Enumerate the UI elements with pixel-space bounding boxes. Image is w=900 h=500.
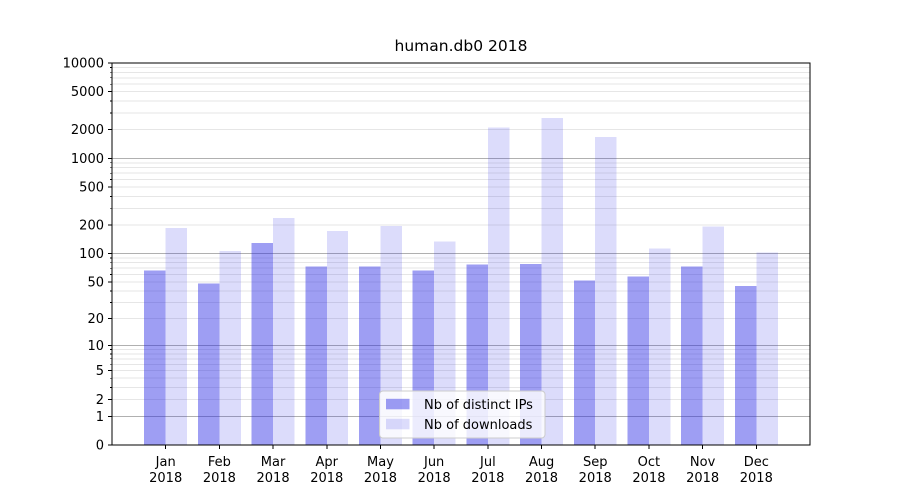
legend-swatch-downloads: [386, 418, 410, 430]
bars: [144, 118, 778, 446]
y-tick-label-1: 1: [96, 410, 104, 425]
x-tick-label-year-apr: 2018: [310, 471, 343, 486]
x-tick-label-feb: Feb: [208, 455, 231, 470]
x-tick-label-year-jul: 2018: [471, 471, 504, 486]
bar-ips-jan: [144, 270, 166, 445]
bar-downloads-sep: [595, 136, 617, 446]
bar-downloads-jul: [487, 127, 510, 445]
y-tick-label-100: 100: [79, 247, 104, 262]
y-tick-label-200: 200: [79, 219, 104, 234]
bar-downloads-apr: [326, 231, 349, 445]
chart-title: human.db0 2018: [395, 37, 528, 55]
x-tick-label-year-jan: 2018: [149, 471, 182, 486]
legend-label-ips: Nb of distinct IPs: [424, 398, 533, 413]
x-tick-label-jan: Jan: [155, 455, 176, 470]
x-tick-label-nov: Nov: [690, 455, 716, 470]
y-tick-label-20: 20: [87, 312, 104, 327]
x-tick-label-dec: Dec: [744, 455, 769, 470]
y-tick-label-500: 500: [79, 181, 104, 196]
y-tick-label-2000: 2000: [71, 123, 104, 138]
x-tick-label-year-jun: 2018: [418, 471, 451, 486]
bar-ips-sep: [573, 280, 596, 445]
x-tick-label-year-mar: 2018: [257, 471, 290, 486]
legend: Nb of distinct IPs Nb of downloads: [379, 390, 546, 439]
x-tick-label-aug: Aug: [529, 455, 554, 470]
legend-label-downloads: Nb of downloads: [424, 418, 533, 433]
bar-downloads-jan: [165, 227, 188, 445]
y-tick-label-0: 0: [96, 439, 104, 454]
bar-downloads-mar: [273, 218, 295, 445]
bar-downloads-aug: [541, 118, 564, 445]
tick-labels: 012510205010020050010002000500010000Jan2…: [63, 57, 773, 487]
bar-ips-nov: [681, 266, 703, 445]
y-tick-label-50: 50: [87, 275, 104, 290]
tick-marks: [108, 62, 757, 449]
x-tick-label-jul: Jul: [479, 455, 496, 470]
x-tick-label-year-feb: 2018: [203, 471, 236, 486]
y-tick-label-2: 2: [96, 393, 104, 408]
legend-box: [379, 390, 546, 439]
bar-ips-dec: [734, 286, 757, 445]
x-tick-label-apr: Apr: [316, 455, 339, 470]
bar-ips-apr: [305, 266, 327, 445]
y-tick-label-1000: 1000: [71, 152, 104, 167]
bar-ips-mar: [251, 243, 274, 445]
minor-gridlines: [112, 66, 810, 400]
x-tick-label-year-dec: 2018: [740, 471, 773, 486]
bar-downloads-feb: [219, 251, 241, 445]
y-tick-label-5: 5: [96, 364, 104, 379]
x-tick-label-year-sep: 2018: [579, 471, 612, 486]
bar-downloads-oct: [648, 248, 671, 445]
x-tick-label-may: May: [367, 455, 394, 470]
x-tick-label-sep: Sep: [583, 455, 608, 470]
y-tick-label-10: 10: [87, 339, 104, 354]
x-tick-label-year-oct: 2018: [632, 471, 665, 486]
bar-downloads-nov: [702, 226, 725, 445]
legend-swatch-ips: [386, 398, 410, 410]
x-tick-label-jun: Jun: [423, 455, 444, 470]
x-tick-label-oct: Oct: [638, 455, 660, 470]
x-tick-label-mar: Mar: [261, 455, 286, 470]
bar-downloads-may: [380, 226, 402, 445]
x-tick-label-year-aug: 2018: [525, 471, 558, 486]
y-tick-label-10000: 10000: [63, 57, 104, 72]
bar-ips-may: [358, 266, 381, 445]
bar-ips-feb: [197, 283, 220, 445]
x-tick-label-year-may: 2018: [364, 471, 397, 486]
bar-ips-oct: [627, 276, 649, 445]
x-tick-label-year-nov: 2018: [686, 471, 719, 486]
bar-downloads-dec: [756, 252, 778, 445]
y-tick-label-5000: 5000: [71, 85, 104, 100]
